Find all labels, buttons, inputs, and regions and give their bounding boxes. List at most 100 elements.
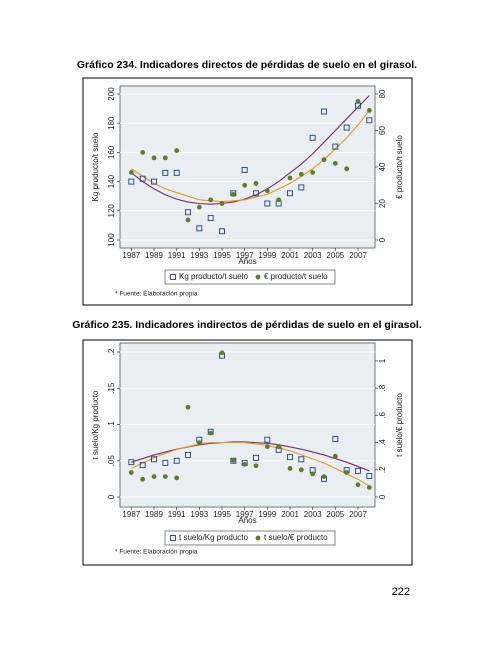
x-tick-label: 1987 <box>122 510 140 519</box>
y2-tick-label: 20 <box>378 199 387 208</box>
square-point <box>287 454 293 461</box>
x-tick-label: 2005 <box>326 510 344 519</box>
square-point <box>321 108 327 115</box>
legend-label: Kg producto/t suelo <box>179 272 248 281</box>
circle-point <box>355 98 361 104</box>
circle-point <box>332 160 338 166</box>
square-point <box>332 143 339 150</box>
circle-point <box>128 170 134 175</box>
circle-point <box>321 157 327 163</box>
square-point <box>241 166 248 173</box>
circle-point <box>298 467 304 473</box>
x-tick-label: 2001 <box>281 510 299 519</box>
legend-marker <box>170 274 176 280</box>
circle-point <box>242 182 248 188</box>
y-tick-label: 120 <box>107 204 116 218</box>
y2-tick-label: 0 <box>378 494 387 499</box>
trend-line <box>131 441 370 472</box>
square-point <box>219 228 225 235</box>
trend-line <box>131 110 370 203</box>
chart-note: * Fuente: Elaboración propia <box>115 291 198 298</box>
circle-point <box>185 404 191 410</box>
circle-point <box>242 461 248 467</box>
x-axis-title: Años <box>238 257 256 266</box>
x-tick-label: 1993 <box>190 251 208 260</box>
square-point <box>207 215 214 222</box>
square-point <box>332 436 339 442</box>
x-tick-label: 2007 <box>349 251 367 260</box>
x-tick-label: 2001 <box>281 251 299 260</box>
circle-point <box>230 457 236 463</box>
chart: Gráfico 234. Indicadores directos de pér… <box>77 59 417 306</box>
y-tick-label: .2 <box>107 348 116 355</box>
chart-title: Gráfico 235. Indicadores indirectos de p… <box>72 319 422 331</box>
circle-point <box>264 188 270 194</box>
circle-point <box>332 453 338 459</box>
circle-point <box>253 463 259 469</box>
x-tick-label: 2007 <box>349 510 367 519</box>
x-tick-label: 1987 <box>122 251 140 260</box>
circle-point <box>276 444 282 450</box>
circle-point <box>174 475 180 481</box>
square-point <box>162 169 169 176</box>
y2-axis-title: t suelo/€ producto <box>395 393 404 457</box>
circle-point <box>344 470 350 475</box>
y-axis-title: Kg producto/t suelo <box>91 132 100 201</box>
square-point <box>185 452 191 458</box>
circle-point <box>208 430 214 436</box>
square-point <box>162 459 169 466</box>
square-point <box>298 184 305 191</box>
circle-point <box>140 150 146 155</box>
y2-tick-label: .2 <box>378 466 387 473</box>
circle-point <box>162 474 168 479</box>
circle-point <box>185 217 191 223</box>
x-tick-label: 1991 <box>168 251 186 260</box>
page-number: 222 <box>392 586 410 598</box>
square-point <box>287 190 293 197</box>
circle-point <box>151 155 157 161</box>
trend-line <box>130 95 370 205</box>
square-point <box>253 190 259 197</box>
x-tick-label: 1991 <box>168 510 186 519</box>
circle-point <box>310 170 316 175</box>
x-tick-label: 1995 <box>213 510 231 519</box>
square-point <box>173 169 180 176</box>
square-point <box>309 134 316 141</box>
square-point <box>196 225 203 232</box>
square-point <box>139 462 146 469</box>
x-tick-label: 1993 <box>190 510 208 519</box>
y2-tick-label: 0 <box>378 237 387 242</box>
square-point <box>366 473 373 479</box>
circle-point <box>355 482 361 488</box>
circle-point <box>264 444 270 450</box>
square-point <box>264 200 271 207</box>
circle-point <box>366 108 372 113</box>
x-tick-label: 1989 <box>145 510 163 519</box>
square-point <box>151 178 157 185</box>
circle-point <box>219 201 225 206</box>
circle-point <box>344 166 350 172</box>
x-tick-label: 1995 <box>213 251 231 260</box>
circle-point <box>276 197 282 203</box>
circle-point <box>253 181 259 186</box>
square-point <box>128 178 135 185</box>
legend-box <box>164 269 336 285</box>
x-tick-label: 2005 <box>326 251 344 260</box>
circle-point <box>151 474 157 479</box>
circle-point <box>219 350 225 356</box>
circle-point <box>310 471 316 477</box>
y2-tick-label: .4 <box>378 439 387 446</box>
legend-marker <box>170 535 176 541</box>
square-point <box>355 467 361 474</box>
y2-tick-label: 1 <box>378 358 387 363</box>
circle-point <box>230 191 236 197</box>
legend-marker <box>255 274 261 280</box>
x-tick-label: 1997 <box>236 510 254 519</box>
square-point <box>173 457 180 464</box>
circle-point <box>128 470 134 475</box>
square-point <box>253 454 259 461</box>
square-point <box>264 436 271 443</box>
circle-point <box>287 175 293 181</box>
circle-point <box>196 440 202 445</box>
